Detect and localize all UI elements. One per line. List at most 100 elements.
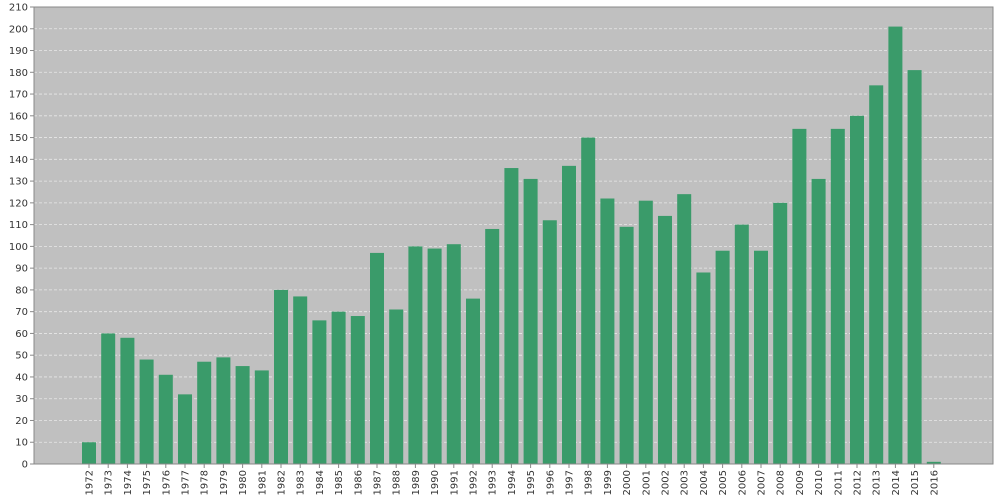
y-tick-label: 10 xyxy=(15,438,28,449)
x-tick-label: 1978 xyxy=(200,470,211,495)
x-tick-label: 1996 xyxy=(545,470,556,495)
y-tick-label: 190 xyxy=(9,46,28,57)
bar xyxy=(101,333,116,464)
bar xyxy=(389,309,404,464)
x-tick-label: 2013 xyxy=(872,470,883,495)
y-tick-label: 0 xyxy=(22,460,28,471)
x-tick-label: 1989 xyxy=(411,470,422,495)
x-tick-label: 2000 xyxy=(622,470,633,495)
y-tick-label: 120 xyxy=(9,198,28,209)
bar xyxy=(677,194,692,464)
x-tick-label: 1984 xyxy=(315,470,326,495)
bar xyxy=(235,366,250,464)
bar xyxy=(581,137,596,465)
y-tick-label: 130 xyxy=(9,177,28,188)
y-tick-label: 30 xyxy=(15,394,28,405)
y-tick-labels: 0 10 20 30 40 50 60 70 80 90 100 110 120 130 140 150 160… xyxy=(9,3,34,471)
x-tick-label: 1979 xyxy=(219,470,230,495)
x-tick-label: 2014 xyxy=(891,470,902,495)
x-tick-label: 1980 xyxy=(238,470,249,495)
bar xyxy=(830,128,845,464)
bar xyxy=(350,316,365,464)
bar xyxy=(408,246,423,464)
y-tick-label: 210 xyxy=(9,3,28,14)
bar xyxy=(293,296,308,464)
x-tick-label: 1998 xyxy=(584,470,595,495)
x-tick-label: 1997 xyxy=(565,470,576,495)
x-tick-label: 1975 xyxy=(142,470,153,495)
bar xyxy=(696,272,711,464)
y-tick-label: 180 xyxy=(9,68,28,79)
bar xyxy=(216,357,231,464)
bar xyxy=(446,244,461,464)
x-tick-label: 2009 xyxy=(795,470,806,495)
bar xyxy=(82,442,96,464)
bar xyxy=(331,311,346,464)
bar xyxy=(466,298,480,464)
x-tick-label: 1994 xyxy=(507,470,518,495)
y-tick-label: 80 xyxy=(15,285,28,296)
y-tick-label: 70 xyxy=(15,307,28,318)
y-tick-label: 100 xyxy=(9,242,28,253)
bar xyxy=(888,26,903,464)
x-tick-label: 1995 xyxy=(526,470,537,495)
x-tick-label: 2011 xyxy=(833,470,844,495)
x-tick-label: 2006 xyxy=(737,470,748,495)
x-tick-label: 2010 xyxy=(814,470,825,495)
x-tick-label: 2004 xyxy=(699,470,710,495)
bar xyxy=(427,248,442,464)
bar xyxy=(485,228,500,464)
bar xyxy=(312,320,327,464)
bar xyxy=(600,198,615,464)
x-tick-label: 1985 xyxy=(334,470,345,495)
y-tick-label: 40 xyxy=(15,372,28,383)
bar xyxy=(523,178,538,464)
x-tick-label: 1977 xyxy=(181,470,192,495)
bar xyxy=(715,250,730,464)
bar xyxy=(638,200,653,464)
bar xyxy=(811,178,826,464)
bar xyxy=(926,461,941,464)
y-tick-label: 110 xyxy=(9,220,28,231)
bars xyxy=(82,26,941,465)
x-tick-label: 1983 xyxy=(296,470,307,495)
x-tick-label: 2005 xyxy=(718,470,729,495)
x-tick-label: 1973 xyxy=(104,470,115,495)
y-tick-label: 150 xyxy=(9,133,28,144)
x-tick-label: 2002 xyxy=(661,470,672,495)
bar xyxy=(658,215,672,464)
bar xyxy=(850,115,864,465)
x-tick-label: 2012 xyxy=(853,470,864,495)
y-tick-label: 200 xyxy=(9,24,28,35)
x-tick-label: 2015 xyxy=(910,470,921,495)
bar xyxy=(773,202,788,464)
x-tick-label: 1974 xyxy=(123,470,134,495)
x-tick-label: 1999 xyxy=(603,470,614,495)
x-tick-label: 1982 xyxy=(277,470,288,495)
bar xyxy=(139,359,154,464)
bar xyxy=(178,394,192,464)
x-tick-label: 1981 xyxy=(257,470,268,495)
x-tick-label: 1993 xyxy=(488,470,499,495)
y-tick-label: 20 xyxy=(15,416,28,427)
bar xyxy=(619,226,634,464)
x-tick-label: 2001 xyxy=(641,470,652,495)
x-tick-label: 2007 xyxy=(757,470,768,495)
plot-border xyxy=(33,6,994,465)
x-tick-label: 1988 xyxy=(392,470,403,495)
bar xyxy=(197,361,212,464)
bar xyxy=(504,168,519,465)
bar xyxy=(542,220,557,464)
bar xyxy=(907,70,922,464)
y-tick-label: 170 xyxy=(9,90,28,101)
bar xyxy=(869,85,884,464)
x-tick-label: 1987 xyxy=(373,470,384,495)
bar xyxy=(562,165,576,464)
y-tick-label: 90 xyxy=(15,264,28,275)
bar xyxy=(120,337,135,464)
bar xyxy=(274,289,288,464)
x-tick-label: 1990 xyxy=(430,470,441,495)
bar xyxy=(734,224,749,464)
x-tick-label: 2016 xyxy=(929,470,940,495)
